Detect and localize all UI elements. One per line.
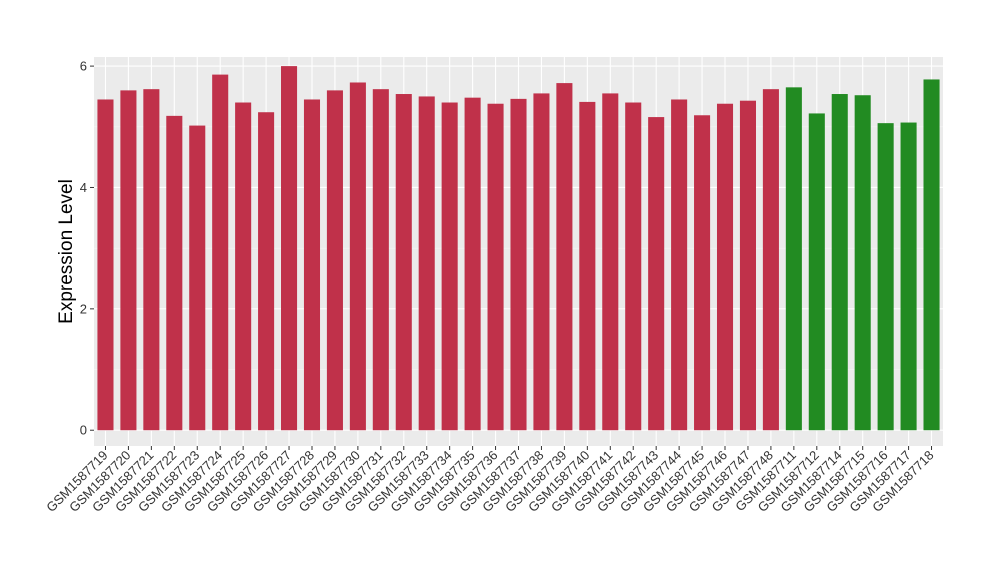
bar bbox=[854, 95, 871, 431]
bar bbox=[395, 94, 412, 431]
bar bbox=[372, 89, 389, 431]
bar bbox=[556, 83, 573, 431]
y-tick-label: 0 bbox=[80, 423, 87, 438]
bar bbox=[648, 117, 665, 431]
bar bbox=[579, 101, 596, 431]
bar bbox=[166, 115, 183, 431]
bar bbox=[281, 66, 298, 431]
bar bbox=[900, 122, 917, 431]
y-axis-title: Expression Level bbox=[56, 179, 77, 324]
bar bbox=[602, 93, 619, 431]
bar bbox=[923, 79, 940, 431]
bar bbox=[143, 89, 160, 431]
bar bbox=[831, 94, 848, 431]
bar bbox=[235, 102, 252, 431]
bar bbox=[487, 103, 504, 431]
bar bbox=[441, 102, 458, 431]
y-tick-label: 6 bbox=[80, 59, 87, 74]
bar bbox=[877, 123, 894, 431]
bar bbox=[510, 98, 527, 431]
bar bbox=[258, 112, 275, 431]
bar bbox=[694, 115, 711, 431]
y-tick-label: 4 bbox=[80, 180, 87, 195]
y-tick-label: 2 bbox=[80, 301, 87, 316]
bar bbox=[671, 99, 688, 431]
bar bbox=[762, 89, 779, 431]
bar bbox=[625, 102, 642, 431]
bar bbox=[189, 125, 206, 431]
bar bbox=[97, 99, 114, 431]
bar bbox=[716, 103, 734, 431]
bar bbox=[326, 90, 343, 431]
bar bbox=[349, 82, 366, 431]
bar bbox=[785, 87, 802, 431]
bar bbox=[418, 96, 435, 431]
bar bbox=[212, 74, 229, 431]
bar bbox=[808, 113, 825, 431]
bar bbox=[464, 97, 481, 431]
bar bbox=[303, 99, 321, 431]
bar bbox=[739, 100, 756, 431]
bar bbox=[120, 90, 137, 431]
bar bbox=[533, 93, 550, 431]
